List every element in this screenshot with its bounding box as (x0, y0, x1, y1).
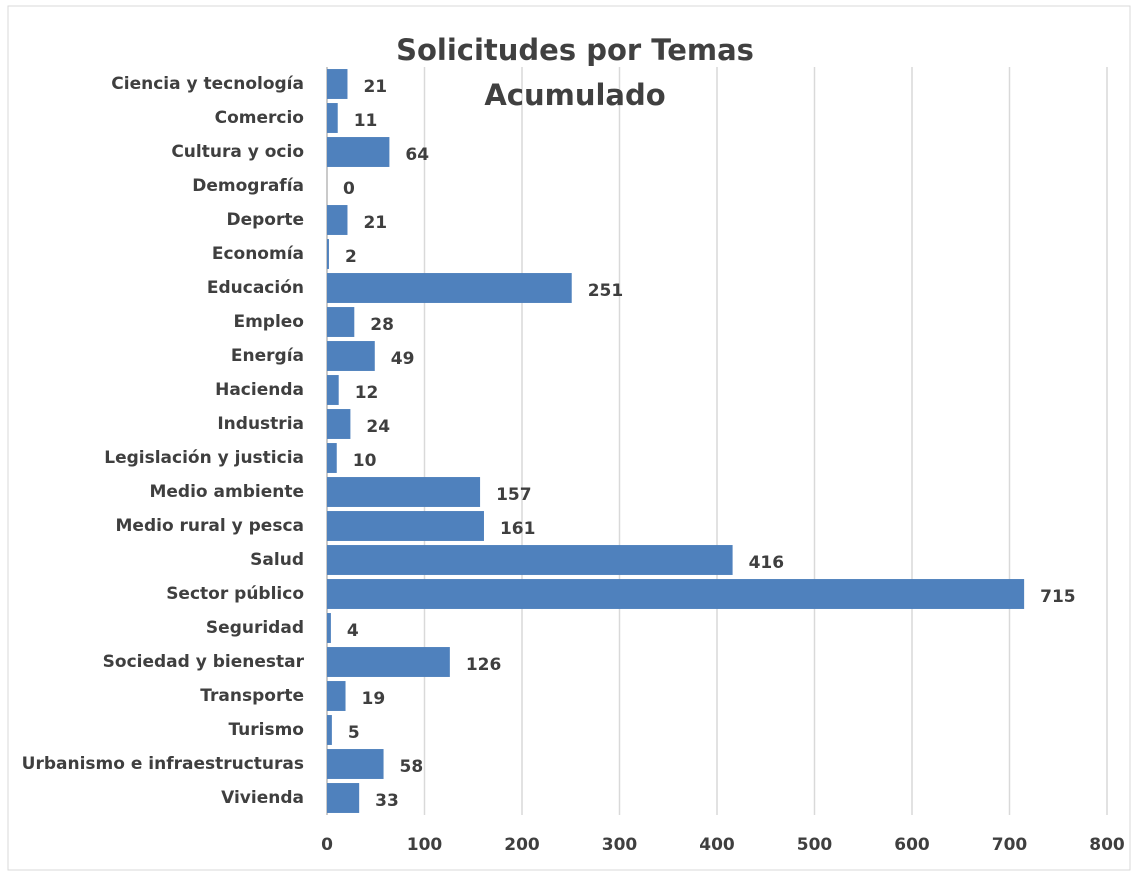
value-label: 19 (362, 689, 386, 709)
bar (327, 409, 351, 439)
value-label: 10 (353, 451, 377, 471)
y-tick-label: Sociedad y bienestar (103, 652, 305, 672)
x-tick-label: 300 (602, 835, 638, 855)
bar (327, 511, 484, 541)
x-tick-label: 0 (321, 835, 333, 855)
bar (327, 477, 481, 507)
chart-border (7, 5, 1131, 871)
bar (327, 545, 733, 575)
bar (327, 103, 338, 133)
bar (327, 375, 339, 405)
bar (327, 205, 348, 235)
value-label: 2 (345, 247, 357, 267)
value-label: 24 (366, 417, 390, 437)
value-label: 21 (363, 77, 387, 97)
bar (327, 613, 331, 643)
bars: 21 11 64 0 21 2 251 28 49 12 24 10 157 161 416 715 4 126 1… (327, 69, 1076, 813)
bar (327, 341, 375, 371)
y-tick-label: Demografía (192, 176, 304, 196)
value-label: 416 (749, 553, 785, 573)
bar (327, 69, 348, 99)
y-tick-label: Legislación y justicia (104, 448, 304, 468)
y-tick-label: Ciencia y tecnología (111, 74, 304, 94)
x-tick-label: 800 (1089, 835, 1125, 855)
value-label: 21 (363, 213, 387, 233)
bar (327, 443, 337, 473)
value-label: 126 (466, 655, 502, 675)
y-tick-label: Vivienda (221, 788, 304, 808)
y-tick-label: Transporte (200, 686, 304, 706)
x-tick-label: 700 (992, 835, 1028, 855)
x-tick-label: 100 (407, 835, 443, 855)
x-tick-label: 200 (504, 835, 540, 855)
chart-title: Acumulado (484, 78, 665, 112)
bar (327, 137, 390, 167)
value-label: 251 (588, 281, 624, 301)
value-label: 11 (354, 111, 378, 131)
value-label: 64 (405, 145, 429, 165)
y-tick-label: Hacienda (215, 380, 304, 400)
y-tick-label: Educación (207, 278, 304, 298)
bar (327, 647, 450, 677)
y-tick-label: Economía (212, 244, 304, 264)
value-label: 33 (375, 791, 399, 811)
y-tick-label: Seguridad (206, 618, 304, 638)
x-tick-label: 400 (699, 835, 735, 855)
y-tick-label: Industria (217, 414, 304, 434)
value-label: 12 (355, 383, 379, 403)
y-tick-label: Cultura y ocio (171, 142, 304, 162)
y-tick-label: Turismo (228, 720, 304, 740)
value-label: 157 (496, 485, 532, 505)
value-label: 58 (400, 757, 424, 777)
y-tick-label: Sector público (166, 584, 304, 604)
bar (327, 307, 355, 337)
value-label: 49 (391, 349, 415, 369)
x-tick-label: 500 (797, 835, 833, 855)
bar (327, 579, 1025, 609)
value-label: 161 (500, 519, 535, 539)
y-tick-label: Medio rural y pesca (116, 516, 305, 536)
bar (327, 715, 332, 745)
y-tick-label: Comercio (215, 108, 304, 128)
bar (327, 681, 346, 711)
bar (327, 239, 329, 269)
y-tick-label: Energía (231, 346, 304, 366)
y-tick-label: Salud (250, 550, 304, 570)
y-tick-label: Deporte (226, 210, 304, 230)
x-tick-label: 600 (894, 835, 930, 855)
y-tick-label: Urbanismo e infraestructuras (22, 754, 304, 774)
value-label: 0 (343, 179, 355, 199)
bar (327, 783, 360, 813)
y-tick-label: Empleo (233, 312, 304, 332)
bar (327, 749, 384, 779)
value-label: 4 (347, 621, 359, 641)
y-tick-label: Medio ambiente (149, 482, 304, 502)
bar (327, 273, 572, 303)
value-label: 28 (370, 315, 394, 335)
value-label: 715 (1040, 587, 1076, 607)
chart-title: Solicitudes por Temas (396, 33, 754, 67)
value-label: 5 (348, 723, 360, 743)
